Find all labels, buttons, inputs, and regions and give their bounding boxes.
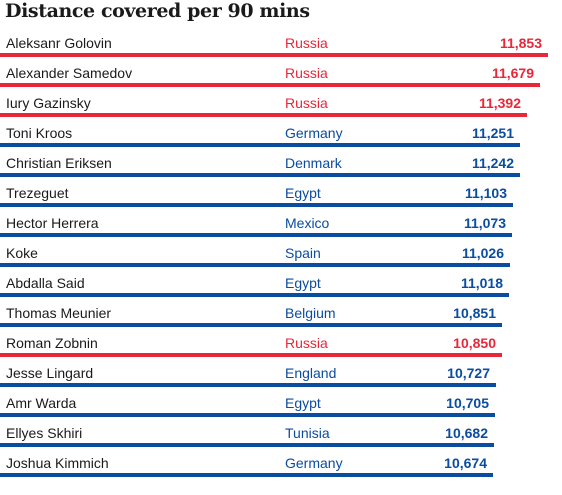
distance-bar — [0, 83, 540, 87]
table-row: Joshua Kimmich Germany 10,674 — [0, 450, 562, 480]
player-name: Thomas Meunier — [6, 305, 112, 321]
player-country: Russia — [285, 335, 328, 351]
distance-value-label: 10,705 — [446, 395, 489, 411]
player-name: Koke — [6, 245, 38, 261]
player-country: Russia — [285, 95, 328, 111]
table-row: Iury Gazinsky Russia 11,392 — [0, 90, 562, 120]
player-country: Belgium — [285, 305, 336, 321]
distance-value-label: 10,727 — [447, 365, 490, 381]
player-country: Mexico — [285, 215, 330, 231]
table-row: Christian Eriksen Denmark 11,242 — [0, 150, 562, 180]
table-row: Hector Herrera Mexico 11,073 — [0, 210, 562, 240]
player-name: Abdalla Said — [6, 275, 85, 291]
player-country: Germany — [285, 125, 343, 141]
distance-value-label: 11,679 — [491, 65, 534, 81]
table-row: Thomas Meunier Belgium 10,851 — [0, 300, 562, 330]
player-name: Christian Eriksen — [6, 155, 112, 171]
distance-bar — [0, 323, 502, 327]
player-country: Egypt — [285, 185, 321, 201]
distance-bar — [0, 173, 520, 177]
player-country: Tunisia — [285, 425, 330, 441]
player-country: Egypt — [285, 275, 321, 291]
table-row: Toni Kroos Germany 11,251 — [0, 120, 562, 150]
table-row: Roman Zobnin Russia 10,850 — [0, 330, 562, 360]
player-country: Denmark — [285, 155, 342, 171]
distance-value-label: 10,851 — [453, 305, 496, 321]
player-country: Russia — [285, 35, 328, 51]
distance-value-label: 11,392 — [478, 95, 521, 111]
player-name: Alexander Samedov — [6, 65, 133, 81]
distance-value-label: 11,242 — [471, 155, 514, 171]
distance-bar — [0, 143, 520, 147]
player-country: Spain — [285, 245, 321, 261]
table-row: Amr Warda Egypt 10,705 — [0, 390, 562, 420]
distance-bar — [0, 413, 495, 417]
distance-value-label: 11,073 — [463, 215, 506, 231]
player-name: Toni Kroos — [6, 125, 73, 141]
distance-value-label: 10,850 — [453, 335, 496, 351]
chart-title: Distance covered per 90 mins — [5, 0, 310, 22]
distance-bar — [0, 443, 494, 447]
distance-bar — [0, 263, 510, 267]
table-row: Ellyes Skhiri Tunisia 10,682 — [0, 420, 562, 450]
player-country: Germany — [285, 455, 343, 471]
distance-bar — [0, 203, 513, 207]
player-name: Jesse Lingard — [6, 365, 94, 381]
player-country: Russia — [285, 65, 328, 81]
distance-value-label: 11,103 — [464, 185, 507, 201]
table-row: Alexander Samedov Russia 11,679 — [0, 60, 562, 90]
player-name: Roman Zobnin — [6, 335, 98, 351]
table-row: Jesse Lingard England 10,727 — [0, 360, 562, 390]
player-name: Iury Gazinsky — [6, 95, 91, 111]
distance-bar — [0, 473, 493, 477]
distance-bar — [0, 293, 509, 297]
distance-bar — [0, 353, 502, 357]
player-name: Amr Warda — [6, 395, 77, 411]
distance-value-label: 10,682 — [445, 425, 488, 441]
distance-bar — [0, 113, 527, 117]
distance-bar — [0, 383, 496, 387]
distance-bar — [0, 233, 512, 237]
distance-value-label: 10,674 — [444, 455, 487, 471]
chart-rows: Aleksanr Golovin Russia 11,853 Alexander Sa… — [0, 30, 562, 480]
table-row: Koke Spain 11,026 — [0, 240, 562, 270]
distance-value-label: 11,251 — [471, 125, 514, 141]
player-country: Egypt — [285, 395, 321, 411]
player-name: Hector Herrera — [6, 215, 99, 231]
table-row: Trezeguet Egypt 11,103 — [0, 180, 562, 210]
player-name: Aleksanr Golovin — [6, 35, 112, 51]
player-name: Ellyes Skhiri — [6, 425, 83, 441]
player-name: Joshua Kimmich — [6, 455, 109, 471]
distance-value-label: 11,853 — [499, 35, 542, 51]
distance-bar — [0, 53, 548, 57]
player-name: Trezeguet — [6, 185, 69, 201]
table-row: Aleksanr Golovin Russia 11,853 — [0, 30, 562, 60]
table-row: Abdalla Said Egypt 11,018 — [0, 270, 562, 300]
player-country: England — [285, 365, 337, 381]
distance-value-label: 11,018 — [460, 275, 503, 291]
distance-value-label: 11,026 — [461, 245, 504, 261]
